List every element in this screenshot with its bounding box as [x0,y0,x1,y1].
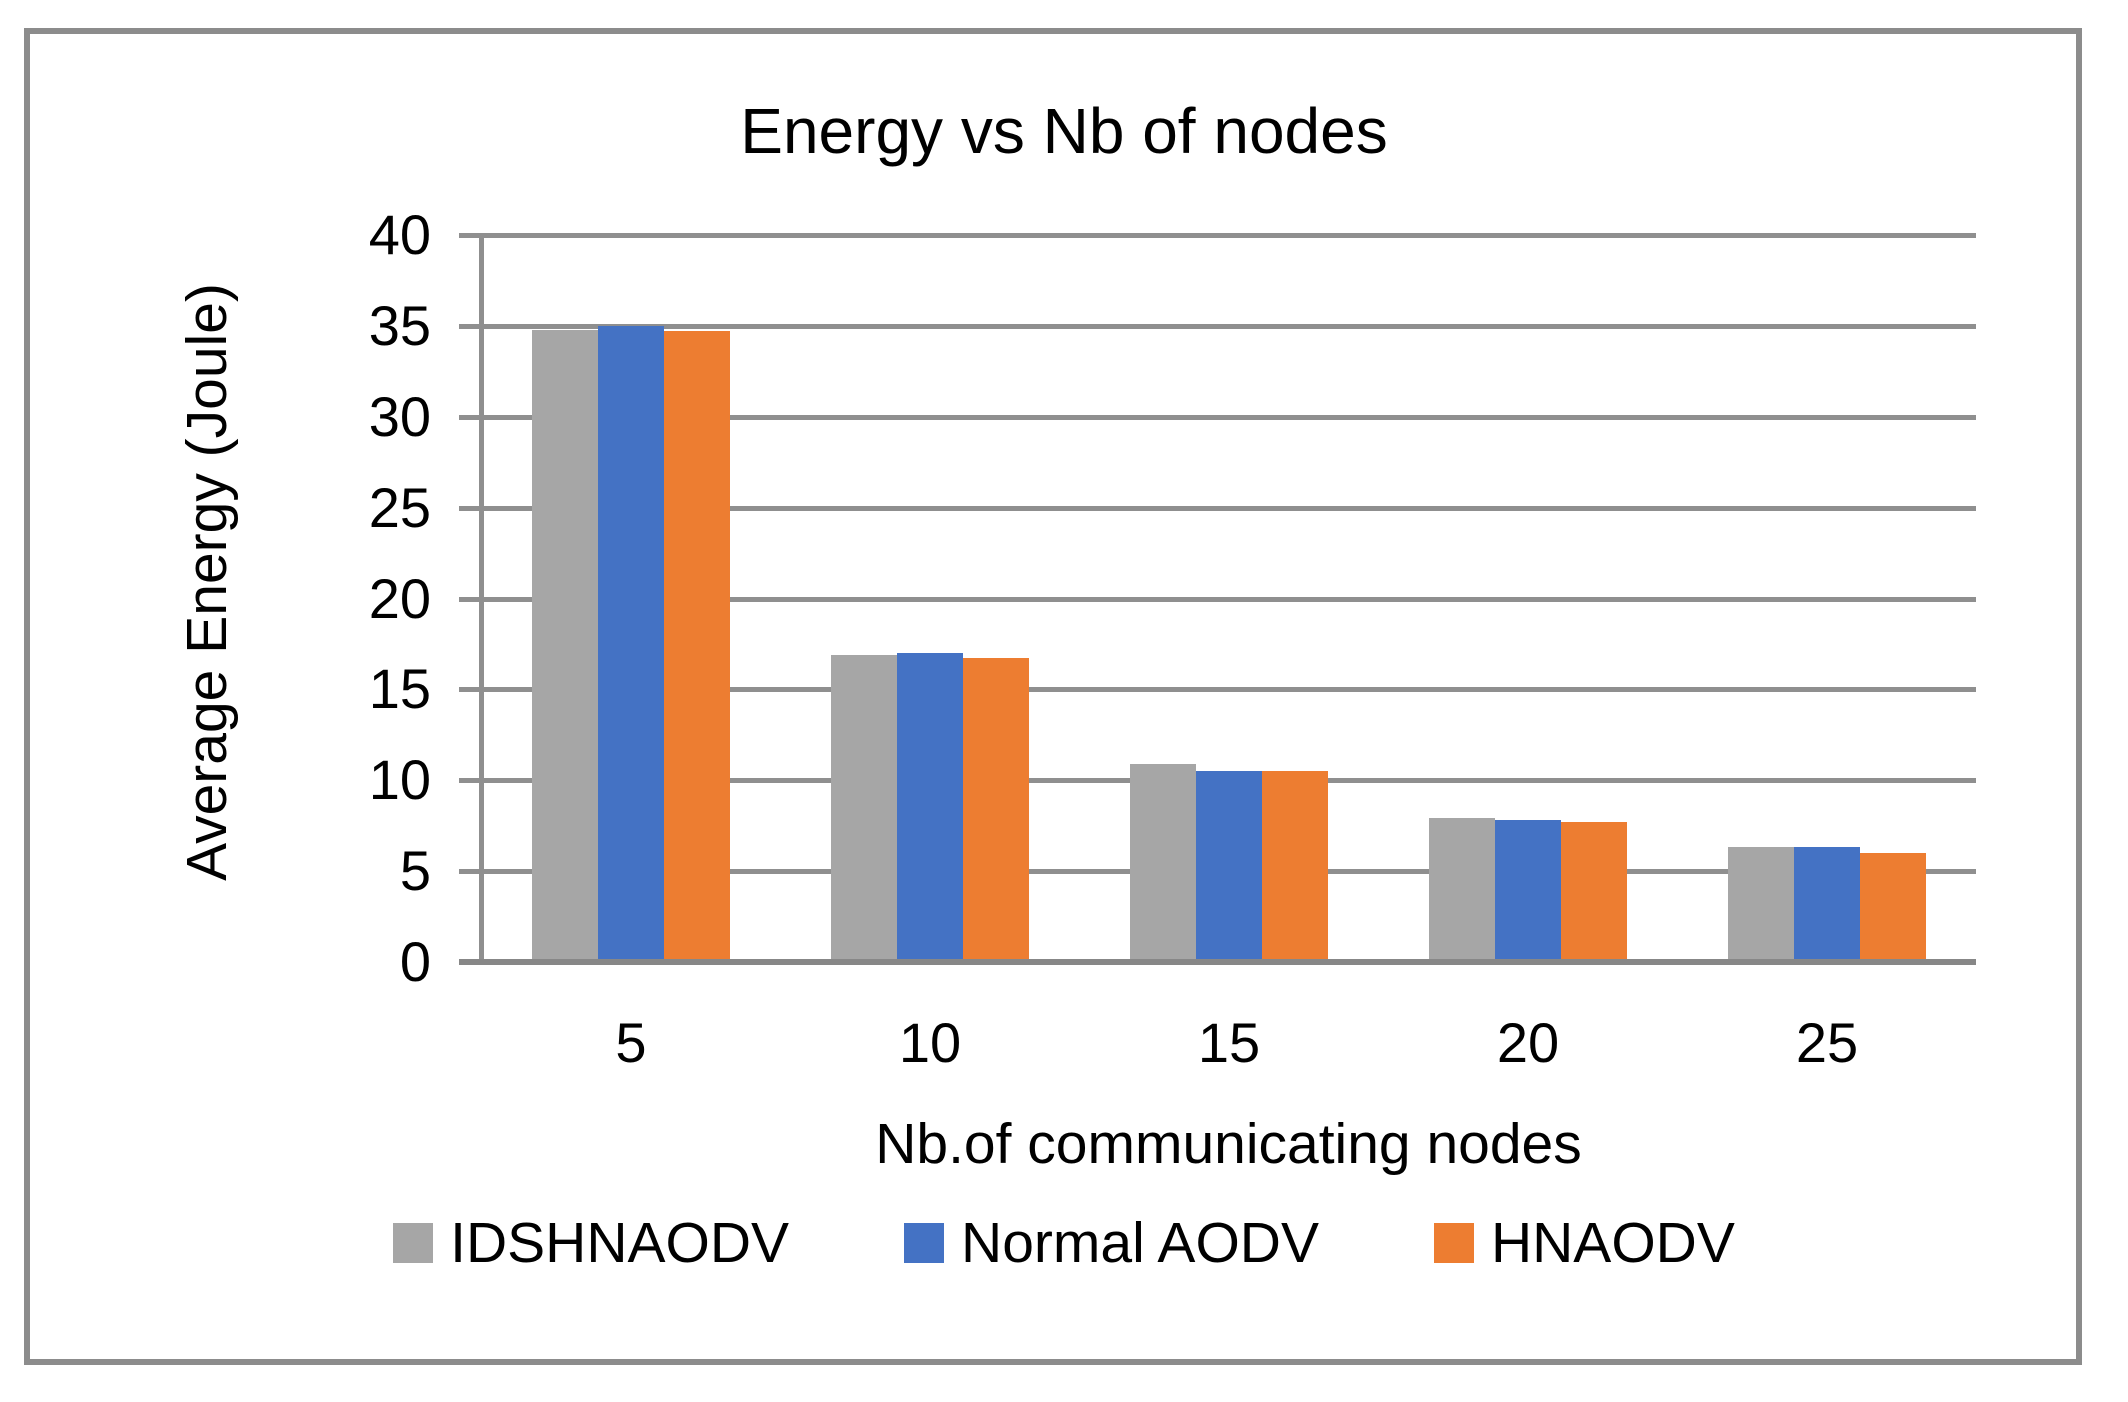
y-tick-30 [459,415,481,420]
y-tick-label-5: 5 [399,839,431,902]
bar-hnaodv-x25 [1860,853,1926,962]
legend-swatch-normal-aodv [904,1223,945,1263]
bar-normal-aodv-x15 [1196,771,1262,962]
legend-label-idshnaodv: IDSHNAODV [450,1211,790,1275]
bar-idshnaodv-x15 [1130,764,1196,962]
y-tick-25 [459,506,481,511]
bar-idshnaodv-x10 [831,655,897,962]
y-tick-label-40: 40 [368,203,431,266]
x-tick-label-5: 5 [615,1011,647,1074]
legend-swatch-hnaodv [1433,1223,1474,1263]
bar-idshnaodv-x5 [532,330,598,962]
legend-label-hnaodv: HNAODV [1490,1211,1735,1275]
y-tick-label-0: 0 [399,930,431,993]
bar-hnaodv-x5 [664,331,730,962]
bar-normal-aodv-x5 [598,326,664,962]
bar-normal-aodv-x20 [1495,820,1561,962]
chart-title: Energy vs Nb of nodes [740,95,1388,167]
x-tick-label-10: 10 [898,1011,962,1074]
gridline-y-30 [481,415,1976,420]
x-tick-label-20: 20 [1496,1011,1560,1074]
gridline-y-15 [481,687,1976,692]
legend-item-idshnaodv: IDSHNAODV [393,1212,789,1274]
bar-hnaodv-x20 [1561,822,1627,962]
y-tick-10 [459,778,481,783]
y-tick-label-25: 25 [368,476,431,539]
legend-item-normal-aodv: Normal AODV [904,1212,1319,1274]
y-tick-label-35: 35 [368,294,431,357]
plot-area: 0 5 10 15 20 25 30 35 40 [369,207,1976,990]
x-tick-label-25: 25 [1795,1011,1859,1074]
y-axis-title-text: Average Energy (Joule) [175,283,239,881]
y-tick-label-10: 10 [368,748,431,811]
gridline-y-35 [481,324,1976,329]
bar-idshnaodv-x25 [1728,847,1794,962]
legend-swatch-idshnaodv [393,1223,434,1263]
bar-normal-aodv-x10 [897,653,963,962]
y-tick-label-20: 20 [368,567,431,630]
y-axis-line [479,235,484,965]
gridline-y-25 [481,506,1976,511]
y-tick-5 [459,869,481,874]
x-axis-title: Nb.of communicating nodes [875,1112,1582,1176]
y-tick-35 [459,324,481,329]
y-tick-15 [459,687,481,692]
gridline-y-40 [481,233,1976,238]
chart-legend: IDSHNAODV Normal AODV HNAODV [0,1212,2128,1274]
y-tick-40 [459,233,481,238]
gridline-y-20 [481,597,1976,602]
bar-hnaodv-x15 [1262,771,1328,962]
legend-label-normal-aodv: Normal AODV [961,1211,1319,1275]
y-tick-label-15: 15 [368,657,431,720]
y-tick-20 [459,597,481,602]
bar-hnaodv-x10 [963,658,1029,962]
bar-normal-aodv-x25 [1794,847,1860,962]
x-tick-label-15: 15 [1197,1011,1261,1074]
legend-item-hnaodv: HNAODV [1433,1211,1735,1275]
chart-frame-border [24,28,2082,1365]
y-tick-label-30: 30 [368,385,431,448]
bar-idshnaodv-x20 [1429,818,1495,962]
x-axis-line [459,959,1976,965]
